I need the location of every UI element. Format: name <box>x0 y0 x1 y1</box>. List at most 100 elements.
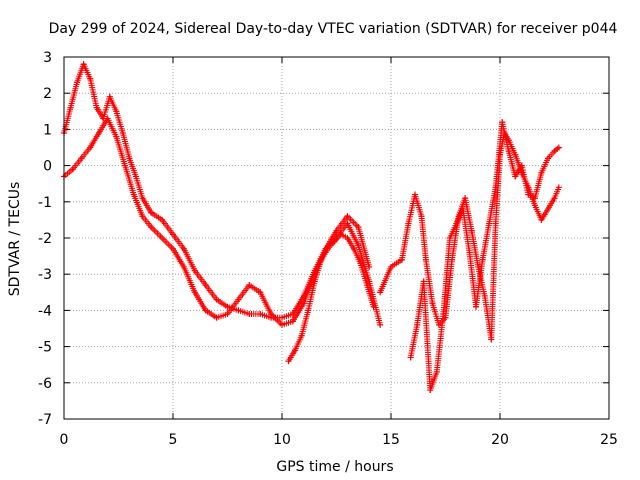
data-point <box>279 314 285 321</box>
data-point <box>505 148 512 155</box>
x-tick-label: 0 <box>60 432 69 448</box>
data-point <box>468 227 475 234</box>
x-tick-label: 10 <box>273 432 291 448</box>
data-point <box>414 321 421 328</box>
data-point <box>429 300 436 307</box>
data-point <box>407 354 414 361</box>
data-points <box>61 61 562 394</box>
data-point <box>518 162 525 169</box>
data-point <box>148 224 155 231</box>
data-point <box>418 213 425 220</box>
data-point <box>292 347 299 354</box>
data-point <box>78 155 85 162</box>
data-point <box>427 387 434 394</box>
data-point <box>473 303 480 310</box>
data-point <box>331 238 338 245</box>
data-point <box>87 144 94 151</box>
data-point <box>488 336 495 343</box>
data-point <box>377 321 384 328</box>
data-point <box>104 115 111 122</box>
data-point <box>398 256 405 263</box>
data-point <box>538 169 545 176</box>
x-tick-label: 15 <box>382 432 400 448</box>
data-point <box>139 213 146 220</box>
data-point <box>67 104 74 111</box>
series-trace-markers <box>61 61 383 326</box>
data-point <box>305 307 312 314</box>
data-point <box>551 195 558 202</box>
data-point <box>355 242 362 249</box>
data-point <box>87 75 94 82</box>
y-tick-label: -5 <box>38 340 52 356</box>
data-point <box>544 206 551 213</box>
y-tick-label: 1 <box>43 122 52 138</box>
y-tick-label: 0 <box>43 159 52 175</box>
series-satellite-track-a <box>61 61 384 328</box>
data-point <box>377 289 384 296</box>
data-point <box>139 195 146 202</box>
data-point <box>122 162 129 169</box>
data-point <box>202 282 209 289</box>
data-point <box>555 184 562 191</box>
data-point <box>224 303 231 310</box>
data-point <box>357 260 364 267</box>
data-point <box>159 235 166 241</box>
data-point <box>411 191 418 198</box>
data-point <box>268 311 275 318</box>
data-point <box>246 311 253 318</box>
data-point <box>180 245 187 252</box>
data-point <box>80 61 87 68</box>
axis-ticks: 0 5 10 15 20 25 -7 -6 -5 -4 -3 -2 -1 0 1 2 3 <box>38 50 618 448</box>
data-point <box>235 307 242 314</box>
data-point <box>191 289 198 296</box>
data-point <box>126 155 133 162</box>
data-point <box>257 289 264 296</box>
data-point <box>224 311 231 318</box>
data-point <box>159 216 166 223</box>
y-tick-label: -6 <box>38 376 52 392</box>
data-point <box>453 220 460 227</box>
y-tick-label: -7 <box>38 412 52 428</box>
data-point <box>93 104 100 111</box>
data-point <box>130 191 137 198</box>
x-tick-label: 5 <box>169 432 178 448</box>
data-point <box>119 130 126 137</box>
data-point <box>74 79 81 86</box>
data-point <box>202 307 209 314</box>
data-point <box>544 155 551 162</box>
data-point <box>405 220 412 227</box>
data-point <box>213 296 220 303</box>
data-point <box>235 296 242 303</box>
y-tick-label: 2 <box>43 86 52 102</box>
data-point <box>279 321 285 328</box>
data-point <box>462 195 469 202</box>
data-point <box>475 263 482 270</box>
data-point <box>479 256 486 263</box>
x-tick-label: 25 <box>600 432 618 448</box>
data-point <box>113 108 120 115</box>
data-point <box>337 231 344 238</box>
series-satellite-track-c <box>285 231 377 365</box>
data-point <box>298 332 305 339</box>
data-point <box>344 220 351 227</box>
data-point <box>318 256 325 263</box>
x-axis-label: GPS time / hours <box>276 459 393 475</box>
data-point <box>551 148 558 155</box>
data-point <box>170 231 176 238</box>
data-point <box>170 245 176 252</box>
data-point <box>180 263 187 270</box>
data-point <box>69 166 76 173</box>
data-point <box>344 235 351 241</box>
data-point <box>106 93 113 100</box>
data-point <box>366 263 373 270</box>
data-point <box>324 245 331 252</box>
data-point <box>355 224 362 231</box>
data-point <box>333 227 340 234</box>
data-point <box>459 206 466 213</box>
data-point <box>289 318 296 325</box>
chart-title: Day 299 of 2024, Sidereal Day-to-day VTE… <box>49 21 618 37</box>
data-point <box>300 300 307 307</box>
data-point <box>148 209 155 216</box>
y-tick-label: -2 <box>38 231 52 247</box>
y-tick-label: 3 <box>43 50 52 66</box>
